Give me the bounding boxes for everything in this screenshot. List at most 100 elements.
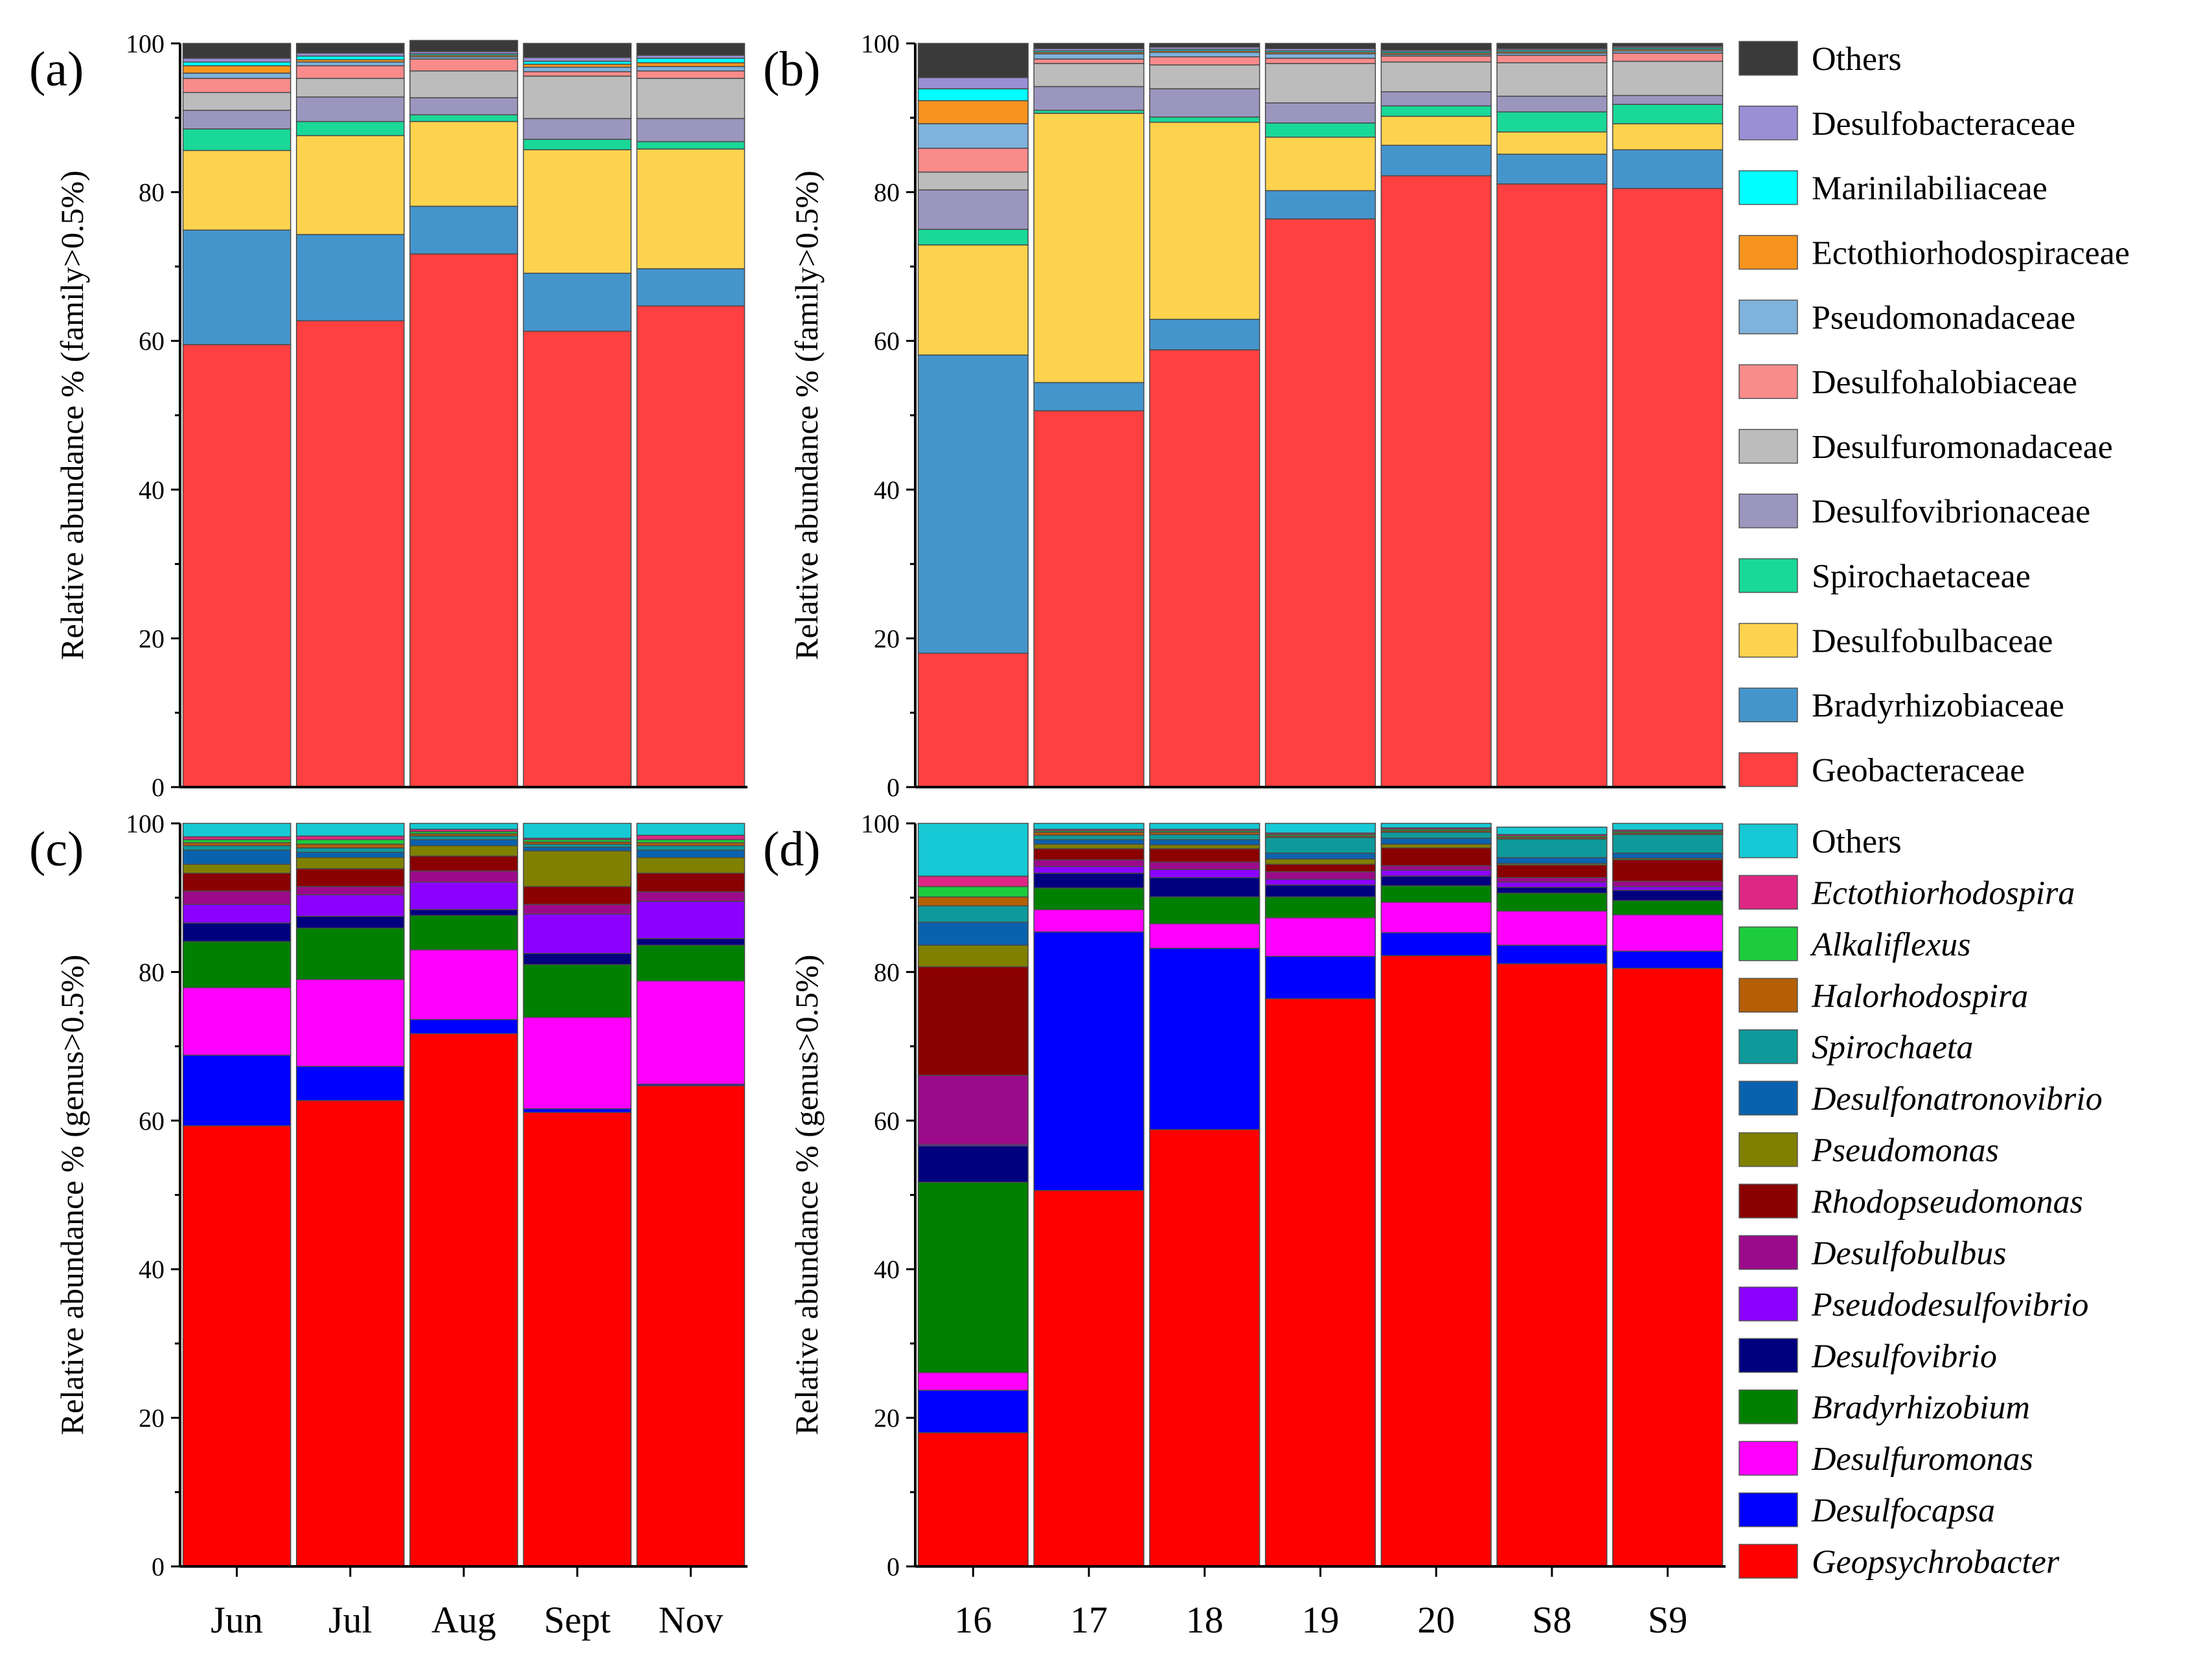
bar-b-s8-geobacteraceae xyxy=(1496,183,1608,788)
y-tick-label-a-80: 80 xyxy=(139,178,165,207)
x-tick-label-c-sept: Sept xyxy=(544,1599,611,1641)
bar-d-17-geopsychrobacter xyxy=(1033,1189,1145,1567)
bar-b-17-desulfobulbaceae xyxy=(1033,113,1145,384)
bar-a-aug-bradyrhizobiaceae xyxy=(409,205,518,255)
bar-d-17-desulfuromonas xyxy=(1033,909,1145,933)
legend-swatch-family-others xyxy=(1739,41,1798,76)
bar-b-19-pseudomonadaceae xyxy=(1264,53,1376,59)
bar-d-18-pseudodesulfovibrio xyxy=(1149,869,1260,878)
bar-d-s9-others xyxy=(1612,823,1724,831)
bar-b-16-spirochaetaceae xyxy=(917,229,1029,246)
bar-a-sept-desulfuromonadaceae xyxy=(523,75,632,119)
bar-b-s8-desulfovibrionaceae xyxy=(1496,95,1608,113)
bar-d-17-desulfovibrio xyxy=(1033,873,1145,889)
bar-a-jun-geobacteraceae xyxy=(182,344,291,788)
bar-d-19-spirochaeta xyxy=(1264,837,1376,854)
y-tick-label-c-20: 20 xyxy=(139,1404,165,1433)
bar-b-s9-desulfobulbaceae xyxy=(1612,123,1724,150)
bar-d-s9-pseudodesulfovibrio xyxy=(1612,886,1724,891)
bar-d-19-pseudodesulfovibrio xyxy=(1264,878,1376,886)
legend-label-family-desulfobacteraceae: Desulfobacteraceae xyxy=(1812,106,2075,143)
legend-label-genus-rhodopseudomonas: Rhodopseudomonas xyxy=(1811,1184,2083,1220)
y-axis-label-a: Relative abundance % (family>0.5%) xyxy=(54,170,90,660)
bars-layer xyxy=(182,40,1724,1567)
y-axis-label-b: Relative abundance % (family>0.5%) xyxy=(788,170,825,660)
bar-d-18-desulfocapsa xyxy=(1149,947,1260,1130)
bar-d-17-spirochaeta xyxy=(1033,834,1145,840)
bar-a-sept-desulfovibrionaceae xyxy=(523,118,632,140)
legend-label-family-bradyrhizobiaceae: Bradyrhizobiaceae xyxy=(1812,687,2064,724)
bar-c-jul-desulfovibrio xyxy=(295,915,405,929)
bar-d-16-ectothiorhodospira xyxy=(917,875,1029,888)
legend-swatch-genus-desulfonatronovibrio xyxy=(1739,1081,1798,1116)
bar-d-17-desulfocapsa xyxy=(1033,931,1145,1191)
x-tick-label-c-aug: Aug xyxy=(431,1599,496,1641)
bar-b-18-desulfohalobiaceae xyxy=(1149,56,1260,66)
bar-c-jun-desulfovibrio xyxy=(182,922,291,943)
bar-d-17-others xyxy=(1033,823,1145,830)
bar-b-s9-geobacteraceae xyxy=(1612,188,1724,788)
bar-b-20-desulfuromonadaceae xyxy=(1380,61,1492,93)
legend-swatch-genus-geopsychrobacter xyxy=(1739,1544,1798,1579)
legend-swatch-family-desulfobacteraceae xyxy=(1739,106,1798,141)
legend-label-genus-desulfovibrio: Desulfovibrio xyxy=(1811,1338,1997,1375)
bar-b-s9-bradyrhizobiaceae xyxy=(1612,149,1724,189)
bar-c-sept-bradyrhizobium xyxy=(523,964,632,1018)
bar-d-19-pseudomonas xyxy=(1264,858,1376,865)
bar-a-nov-desulfobulbaceae xyxy=(636,148,746,269)
bar-b-19-desulfohalobiaceae xyxy=(1264,58,1376,64)
bar-c-sept-desulfobulbus xyxy=(523,904,632,915)
bar-a-nov-desulfovibrionaceae xyxy=(636,118,746,143)
bar-c-sept-others xyxy=(523,823,632,839)
bar-c-sept-pseudomonas xyxy=(523,850,632,888)
bar-b-16-desulfohalobiaceae xyxy=(917,148,1029,173)
bar-d-16-bradyrhizobium xyxy=(917,1182,1029,1373)
y-tick-label-b-100: 100 xyxy=(861,29,900,58)
bar-b-16-desulfobacteraceae xyxy=(917,77,1029,89)
bar-d-20-desulfocapsa xyxy=(1380,932,1492,956)
legend-label-genus-desulfobulbus: Desulfobulbus xyxy=(1811,1235,2006,1272)
text-layer: 0 20 40 60 80 100 Relative abundance % (family… xyxy=(29,29,1687,1641)
legend-swatch-genus-alkaliflexus xyxy=(1739,926,1798,961)
bar-c-jun-geopsychrobacter xyxy=(182,1125,291,1567)
bar-d-16-pseudomonas xyxy=(917,945,1029,968)
bar-c-jul-spirochaeta xyxy=(295,847,405,853)
bar-b-20-geobacteraceae xyxy=(1380,175,1492,788)
bar-d-s9-bradyrhizobium xyxy=(1612,900,1724,915)
bar-d-20-desulfuromonas xyxy=(1380,901,1492,934)
y-tick-label-b-20: 20 xyxy=(874,624,900,653)
bar-d-s8-desulfuromonas xyxy=(1496,910,1608,946)
bar-d-18-rhodopseudomonas xyxy=(1149,848,1260,863)
x-tick-label-c-jun: Jun xyxy=(211,1599,263,1641)
bar-d-s8-desulfocapsa xyxy=(1496,945,1608,965)
y-tick-label-c-100: 100 xyxy=(126,809,165,838)
legend-label-genus-pseudomonas: Pseudomonas xyxy=(1811,1132,1999,1169)
y-tick-label-b-40: 40 xyxy=(874,475,900,505)
bar-d-s8-bradyrhizobium xyxy=(1496,893,1608,912)
bar-b-18-spirochaetaceae xyxy=(1149,116,1260,123)
bar-d-16-halorhodospira xyxy=(917,896,1029,907)
bar-c-aug-desulfobulbus xyxy=(409,870,518,883)
bar-b-18-desulfovibrionaceae xyxy=(1149,88,1260,118)
legend-swatch-genus-desulfovibrio xyxy=(1739,1338,1798,1373)
bar-c-nov-desulfobulbus xyxy=(636,891,746,902)
bar-d-18-others xyxy=(1149,823,1260,830)
bar-a-jul-desulfuromonadaceae xyxy=(295,78,405,98)
bar-a-aug-desulfuromonadaceae xyxy=(409,70,518,98)
panel-label-b: (b) xyxy=(763,42,821,97)
bar-a-sept-geobacteraceae xyxy=(523,330,632,788)
bar-c-nov-others xyxy=(636,823,746,836)
y-tick-label-d-0: 0 xyxy=(887,1552,900,1581)
bar-d-20-desulfonatronovibrio xyxy=(1380,838,1492,845)
bar-c-aug-desulfonatronovibrio xyxy=(409,839,518,847)
bar-d-19-desulfocapsa xyxy=(1264,956,1376,1000)
bar-a-jul-bradyrhizobiaceae xyxy=(295,234,405,321)
bar-a-sept-desulfobulbaceae xyxy=(523,149,632,274)
bar-d-18-spirochaeta xyxy=(1149,834,1260,840)
panel-label-a: (a) xyxy=(29,42,84,97)
bar-d-18-pseudomonas xyxy=(1149,844,1260,849)
y-tick-label-b-0: 0 xyxy=(887,773,900,802)
bar-a-jun-ectothiorhodospiraceae xyxy=(182,65,291,74)
bar-c-jun-desulfocapsa xyxy=(182,1055,291,1127)
x-tick-label-d-20: 20 xyxy=(1417,1599,1455,1641)
